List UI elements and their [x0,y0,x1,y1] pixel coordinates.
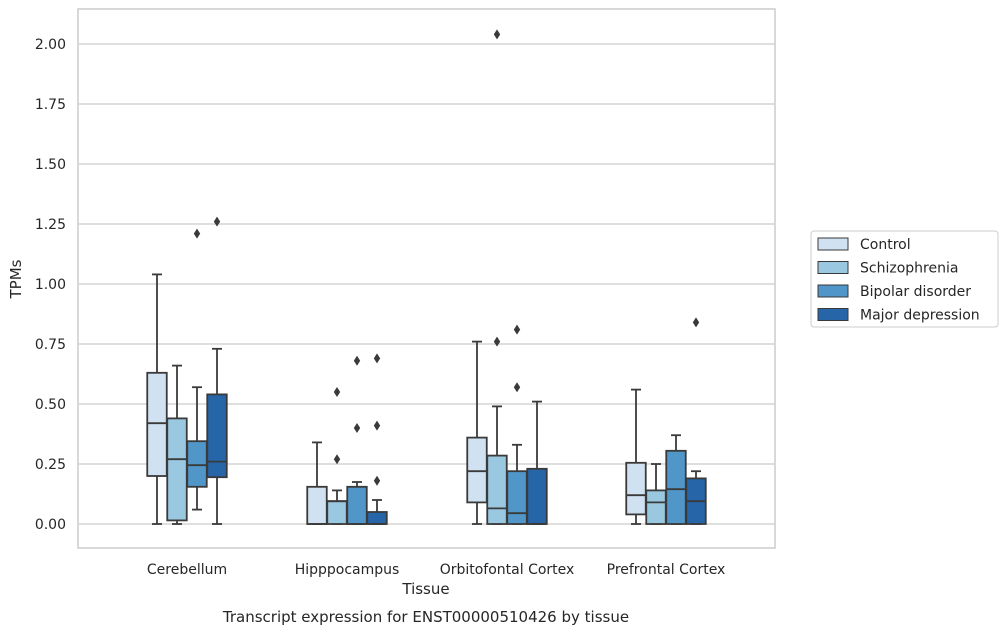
box-orbitofontal-cortex-control [466,340,488,525]
x-tick-label: Cerebellum [147,562,227,578]
x-tick-label: Prefrontal Cortex [607,562,726,578]
outlier-point [333,387,341,397]
box-cerebellum-bipolar-disorder [186,228,208,511]
y-axis-label: TPMs [7,259,25,299]
box-hipppocampus-major-depression [366,353,388,525]
y-tick-label: 1.25 [35,217,66,233]
box-orbitofontal-cortex-bipolar-disorder [506,324,528,525]
x-axis-label: Tissue [401,580,449,598]
box-prefrontal-cortex-major-depression [685,317,707,525]
box-cerebellum-major-depression [206,216,228,525]
outlier-point [513,324,521,335]
y-tick-label: 1.50 [35,157,66,173]
iqr-box [146,371,168,477]
outlier-point [353,423,361,433]
y-tick-label: 0.75 [35,337,66,353]
y-tick-label: 0.25 [35,457,66,473]
iqr-box [206,393,228,479]
outlier-point [373,353,381,364]
box-orbitofontal-cortex-major-depression [526,400,548,525]
plot-frame [77,8,776,549]
outlier-point [373,475,381,486]
box-hipppocampus-schizophrenia [326,387,348,525]
y-tick-label: 2.00 [35,37,66,53]
outlier-point [692,317,700,328]
y-tick-label: 1.00 [35,277,66,293]
box-cerebellum-schizophrenia [166,364,188,525]
outlier-point [493,336,501,347]
outlier-point [333,454,341,465]
outlier-point [193,228,201,239]
legend-swatch [817,308,849,321]
iqr-box [665,449,687,525]
x-tick-label: Hipppocampus [295,562,400,578]
iqr-box [526,467,548,525]
y-axis-ticks: 0.00 0.25 0.50 0.75 1.00 1.25 1.50 1.75 2.00 [35,37,66,533]
legend-label: Control [860,237,911,253]
iqr-box [366,511,388,525]
iqr-box [466,436,488,504]
x-axis-ticks: Cerebellum Hipppocampus Orbitofontal Corte… [147,562,725,578]
iqr-box [486,454,508,525]
iqr-box [186,440,208,488]
box-orbitofontal-cortex-schizophrenia [486,29,508,525]
box-hipppocampus-bipolar-disorder [346,355,368,525]
box-prefrontal-cortex-control [625,388,647,525]
iqr-box [625,461,647,516]
legend-label: Schizophrenia [860,261,958,277]
iqr-box [506,470,528,525]
y-tick-label: 0.00 [35,517,66,533]
legend-item: Schizophrenia [817,261,958,277]
boxes [146,29,707,525]
iqr-box [326,500,348,525]
iqr-box [346,485,368,525]
outlier-point [493,29,501,40]
legend-item: Control [817,237,911,253]
outlier-point [353,355,361,366]
y-tick-label: 0.50 [35,397,66,413]
outlier-point [373,420,381,431]
legend-swatch [817,237,849,251]
box-prefrontal-cortex-bipolar-disorder [665,434,687,525]
iqr-box [166,417,188,522]
legend-frame [810,230,999,328]
legend-label: Bipolar disorder [860,284,971,300]
y-tick-label: 1.75 [35,97,66,113]
legend: Control Schizophrenia Bipolar disorder Majo… [810,230,999,328]
legend-swatch [817,284,849,298]
iqr-box [306,485,328,525]
legend-swatch [817,261,849,274]
legend-item: Major depression [817,308,980,324]
outlier-point [513,382,521,393]
box-hipppocampus-control [306,441,328,525]
legend-item: Bipolar disorder [817,284,971,300]
iqr-box [645,489,667,525]
outlier-point [213,216,221,227]
box-cerebellum-control [146,273,168,525]
legend-label: Major depression [860,308,980,324]
box-prefrontal-cortex-schizophrenia [645,463,667,525]
x-tick-label: Orbitofontal Cortex [440,562,575,578]
chart-caption: Transcript expression for ENST0000051042… [222,608,629,626]
